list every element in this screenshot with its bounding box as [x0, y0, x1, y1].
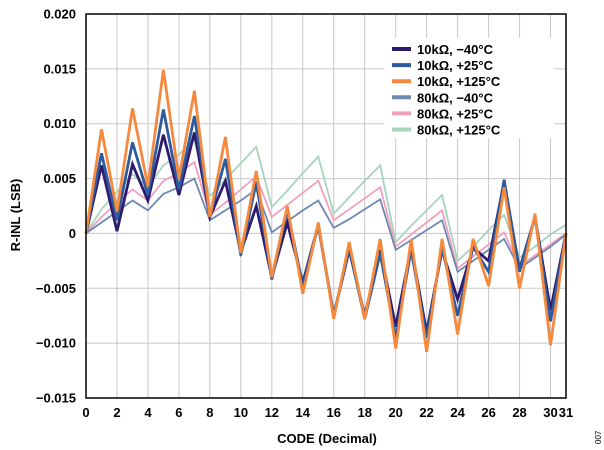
series-line	[85, 138, 567, 263]
figure-id: 007	[594, 430, 603, 444]
y-tick-labels: 0.020 0.015 0.010 0.005 0 −0.005 −0.010 −0.015	[36, 7, 76, 406]
y-tick-label: −0.010	[36, 336, 76, 351]
x-tick-label: 16	[327, 405, 341, 420]
x-tick-label: 0	[82, 405, 89, 420]
x-tick-label: 4	[144, 405, 152, 420]
x-tick-label: 2	[113, 405, 120, 420]
series-line	[85, 177, 567, 274]
x-tick-label: 22	[419, 405, 433, 420]
x-tick-label: 12	[265, 405, 279, 420]
y-tick-label: −0.005	[36, 281, 76, 296]
x-tick-label: 26	[481, 405, 495, 420]
y-axis-label: R-INL (LSB)	[8, 179, 23, 252]
series-layer	[84, 69, 568, 353]
legend-label: 10kΩ, +125°C	[417, 74, 501, 89]
plot-area-frame	[85, 13, 567, 399]
legend-label: 80kΩ, +25°C	[417, 106, 494, 121]
x-tick-label: 24	[450, 405, 465, 420]
legend-label: 80kΩ, +125°C	[417, 123, 501, 138]
y-tick-label: 0.005	[43, 171, 76, 186]
x-tick-label: 28	[512, 405, 526, 420]
y-tick-label: −0.015	[36, 391, 76, 406]
x-tick-label: 14	[296, 405, 311, 420]
legend-label: 10kΩ, −40°C	[417, 42, 494, 57]
legend-background	[384, 38, 554, 138]
x-tick-label: 30	[543, 405, 557, 420]
legend-label: 80kΩ, −40°C	[417, 90, 494, 105]
x-tick-label: 8	[206, 405, 213, 420]
series-line	[85, 160, 567, 271]
x-tick-label: 6	[175, 405, 182, 420]
y-tick-label: 0	[69, 226, 76, 241]
x-axis-label: CODE (Decimal)	[277, 431, 377, 446]
x-tick-label: 18	[357, 405, 371, 420]
y-tick-label: 0.010	[43, 116, 76, 131]
y-tick-label: 0.020	[43, 7, 76, 22]
x-tick-labels: 0 2 4 6 8 10 12 14 16 18 20 22 24 26 28 30 31	[82, 405, 573, 420]
x-tick-label: 31	[559, 405, 573, 420]
y-tick-label: 0.015	[43, 61, 76, 76]
x-tick-label: 10	[234, 405, 248, 420]
series-line	[84, 69, 568, 353]
legend-label: 10kΩ, +25°C	[417, 58, 494, 73]
x-tick-label: 20	[388, 405, 402, 420]
